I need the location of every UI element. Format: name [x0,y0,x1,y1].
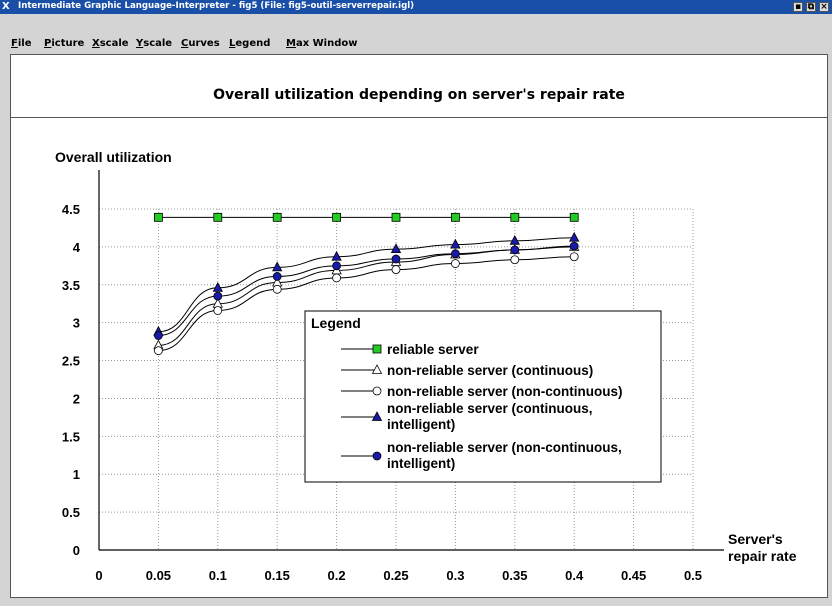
x-logo-icon: X [2,1,10,12]
y-tick-label: 2.5 [62,354,80,369]
data-point [569,212,579,222]
legend-marker [371,411,383,421]
legend-label: non-reliable server (continuous, [387,401,593,416]
legend-label: non-reliable server (non-continuous, [387,440,622,455]
series-group [153,212,580,356]
data-point [510,245,520,255]
data-point [569,252,579,262]
data-point [272,261,283,272]
legend-label: non-reliable server (continuous) [387,363,593,378]
data-point [391,212,401,222]
data-point [153,331,163,340]
data-point [153,212,163,222]
close-icon[interactable]: × [819,2,829,12]
window-title: Intermediate Graphic Language-Interprete… [18,1,415,11]
data-point [569,241,579,251]
data-point [213,306,223,315]
data-point [509,234,520,245]
x-tick-label: 0.25 [383,568,408,583]
y-tick-label: 3 [73,316,80,331]
y-tick-label: 1 [73,467,80,482]
data-point [450,238,461,249]
data-point [272,284,282,294]
menu-picture[interactable]: Picture [44,38,85,49]
y-tick-label: 0.5 [62,505,80,520]
data-point [450,212,460,222]
data-point [153,346,163,356]
y-tick-label: 4.5 [62,202,80,217]
series-5 [153,241,579,340]
window-titlebar: X Intermediate Graphic Language-Interpre… [0,0,832,14]
menu-bar: File Picture Xscale Yscale Curves Legend… [0,14,832,54]
menu-curves[interactable]: Curves [181,38,220,49]
menu-yscale[interactable]: Yscale [136,38,173,49]
menu-xscale[interactable]: Xscale [92,38,129,49]
chart-title: Overall utilization depending on server'… [213,87,625,103]
data-point [450,259,460,268]
x-tick-label: 0.4 [565,568,584,583]
data-point [390,243,402,254]
legend: Legend reliable server non-reliable server… [304,310,662,483]
y-tick-label: 3.5 [62,278,80,293]
x-axis-label-line-1: Server's [728,531,783,547]
legend-title: Legend [311,315,361,331]
x-tick-label: 0.5 [684,568,702,583]
legend-marker [371,364,383,374]
axes [98,170,724,551]
y-tick-label: 4 [73,240,81,255]
data-point [450,249,460,259]
x-tick-label: 0.1 [209,568,227,583]
y-tick-label: 1.5 [62,429,80,444]
legend-marker [372,344,382,354]
data-point [510,255,520,265]
x-tick-label: 0.05 [146,568,171,583]
menu-legend[interactable]: Legend [229,38,271,49]
legend-label: reliable server [387,342,479,357]
data-point [332,261,342,271]
legend-label: intelligent) [387,417,455,432]
x-tick-label: 0.15 [265,568,290,583]
x-axis-label-line-2: repair rate [728,548,797,564]
legend-marker [372,386,382,396]
data-point [212,281,223,292]
legend-box [304,310,662,483]
data-point [510,212,520,222]
restore-icon[interactable]: ⧉ [806,2,816,12]
minimize-icon[interactable]: ▪ [793,2,803,12]
data-point [213,212,223,222]
data-point [272,272,282,281]
series-3 [153,252,579,356]
data-point [391,254,401,264]
data-point [391,265,401,275]
chart-title-box: Overall utilization depending on server'… [10,54,828,118]
data-point [332,273,342,283]
y-tick-label: 2 [73,391,80,406]
legend-label: non-reliable server (non-continuous) [387,384,623,399]
data-point [272,212,282,222]
legend-marker [372,451,382,461]
x-tick-label: 0.35 [502,568,527,583]
y-tick-label: 0 [73,543,80,558]
menu-max-window[interactable]: Max Window [286,38,358,49]
data-point [213,291,223,301]
x-tick-label: 0 [95,568,102,583]
legend-label: intelligent) [387,456,455,471]
data-point [569,231,580,242]
x-tick-label: 0.2 [328,568,346,583]
x-tick-label: 0.3 [446,568,464,583]
x-tick-label: 0.45 [621,568,646,583]
y-axis-label: Overall utilization [55,149,172,165]
data-point [331,250,342,261]
menu-file[interactable]: File [11,38,32,49]
tick-labels: 0 0.05 0.1 0.15 0.2 0.25 0.3 0.35 0.4 0.45 0.5 0 0.5… [62,202,702,583]
data-point [332,212,342,222]
series-1 [153,212,579,222]
